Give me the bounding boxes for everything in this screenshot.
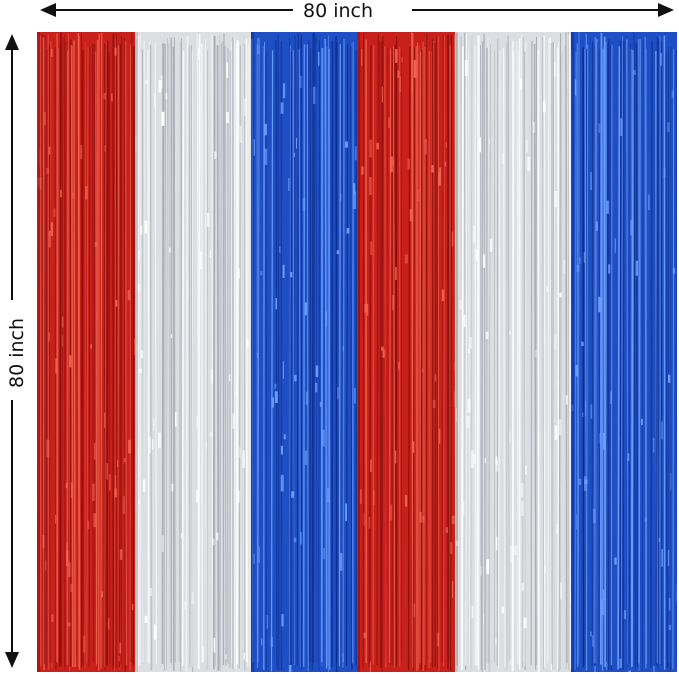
width-label: 80 inch [297, 0, 380, 22]
foil-curtain-photo [37, 32, 677, 672]
fringe-strip-red [37, 32, 135, 672]
left-backdrop [37, 32, 357, 672]
width-dimension-arrow [40, 3, 674, 17]
right-backdrop [357, 32, 677, 672]
fringe-strip-silver [135, 32, 251, 672]
fringe-strip-silver [455, 32, 571, 672]
height-dimension-arrow [5, 34, 19, 668]
height-label: 80 inch [6, 309, 29, 397]
fringe-strip-blue [251, 32, 357, 672]
fringe-strip-red [357, 32, 455, 672]
fringe-strip-blue [571, 32, 677, 672]
